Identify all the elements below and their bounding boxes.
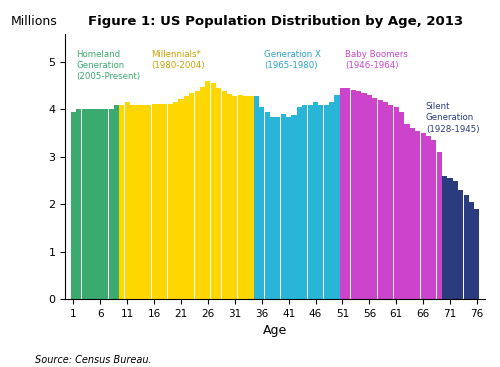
Bar bbox=[350, 90, 356, 299]
Bar bbox=[367, 95, 372, 299]
Bar bbox=[378, 100, 382, 299]
Bar bbox=[103, 109, 108, 299]
Bar bbox=[270, 117, 275, 299]
Bar bbox=[130, 105, 135, 299]
Text: Homeland
Generation
(2005-Present): Homeland Generation (2005-Present) bbox=[76, 50, 140, 81]
Bar bbox=[173, 102, 178, 299]
Bar bbox=[141, 105, 146, 299]
Bar bbox=[410, 128, 415, 299]
Bar bbox=[108, 109, 114, 299]
Bar bbox=[448, 178, 452, 299]
Bar bbox=[168, 104, 173, 299]
Bar bbox=[329, 102, 334, 299]
Bar bbox=[318, 105, 324, 299]
Bar bbox=[436, 152, 442, 299]
Text: Millennials*
(1980-2004): Millennials* (1980-2004) bbox=[152, 50, 205, 70]
Bar bbox=[194, 91, 200, 299]
Bar bbox=[399, 112, 404, 299]
Bar bbox=[232, 96, 237, 299]
Text: Generation X
(1965-1980): Generation X (1965-1980) bbox=[264, 50, 322, 70]
Bar bbox=[415, 131, 420, 299]
Bar bbox=[264, 112, 270, 299]
Bar bbox=[383, 102, 388, 299]
Bar bbox=[162, 104, 168, 299]
Bar bbox=[442, 176, 447, 299]
Bar bbox=[211, 83, 216, 299]
Bar bbox=[136, 105, 140, 299]
Bar bbox=[216, 88, 222, 299]
Bar bbox=[372, 98, 378, 299]
Bar bbox=[308, 105, 312, 299]
Bar bbox=[297, 107, 302, 299]
Bar bbox=[362, 93, 366, 299]
Text: Millions: Millions bbox=[11, 15, 58, 28]
Bar bbox=[178, 99, 184, 299]
Bar bbox=[120, 105, 124, 299]
Bar bbox=[276, 117, 280, 299]
Bar bbox=[286, 117, 291, 299]
Bar bbox=[146, 105, 152, 299]
Bar bbox=[254, 96, 259, 299]
Bar bbox=[453, 181, 458, 299]
Bar bbox=[302, 105, 308, 299]
Bar bbox=[98, 109, 103, 299]
Bar bbox=[474, 209, 480, 299]
Bar bbox=[432, 140, 436, 299]
Bar bbox=[82, 109, 87, 299]
Bar bbox=[324, 105, 329, 299]
Bar bbox=[388, 105, 394, 299]
Bar bbox=[238, 95, 243, 299]
X-axis label: Age: Age bbox=[263, 324, 287, 337]
Bar bbox=[346, 88, 350, 299]
Title: Figure 1: US Population Distribution by Age, 2013: Figure 1: US Population Distribution by … bbox=[88, 15, 463, 28]
Bar bbox=[356, 91, 361, 299]
Bar bbox=[227, 94, 232, 299]
Bar bbox=[114, 105, 119, 299]
Bar bbox=[334, 95, 340, 299]
Bar bbox=[184, 96, 189, 299]
Bar bbox=[464, 195, 468, 299]
Bar bbox=[259, 107, 264, 299]
Bar bbox=[87, 109, 92, 299]
Bar bbox=[222, 91, 226, 299]
Bar bbox=[243, 96, 248, 299]
Bar bbox=[76, 109, 82, 299]
Bar bbox=[189, 93, 194, 299]
Bar bbox=[124, 102, 130, 299]
Bar bbox=[248, 96, 254, 299]
Bar bbox=[71, 112, 76, 299]
Bar bbox=[280, 114, 286, 299]
Bar bbox=[458, 190, 464, 299]
Bar bbox=[206, 81, 210, 299]
Bar bbox=[420, 133, 426, 299]
Bar bbox=[92, 109, 98, 299]
Bar bbox=[152, 104, 156, 299]
Bar bbox=[404, 124, 409, 299]
Text: Silent
Generation
(1928-1945): Silent Generation (1928-1945) bbox=[426, 102, 480, 134]
Bar bbox=[313, 102, 318, 299]
Bar bbox=[340, 88, 345, 299]
Bar bbox=[200, 87, 205, 299]
Bar bbox=[394, 107, 399, 299]
Bar bbox=[469, 202, 474, 299]
Bar bbox=[157, 104, 162, 299]
Bar bbox=[292, 115, 296, 299]
Text: Source: Census Bureau.: Source: Census Bureau. bbox=[35, 355, 152, 365]
Text: Baby Boomers
(1946-1964): Baby Boomers (1946-1964) bbox=[345, 50, 408, 70]
Bar bbox=[426, 135, 431, 299]
